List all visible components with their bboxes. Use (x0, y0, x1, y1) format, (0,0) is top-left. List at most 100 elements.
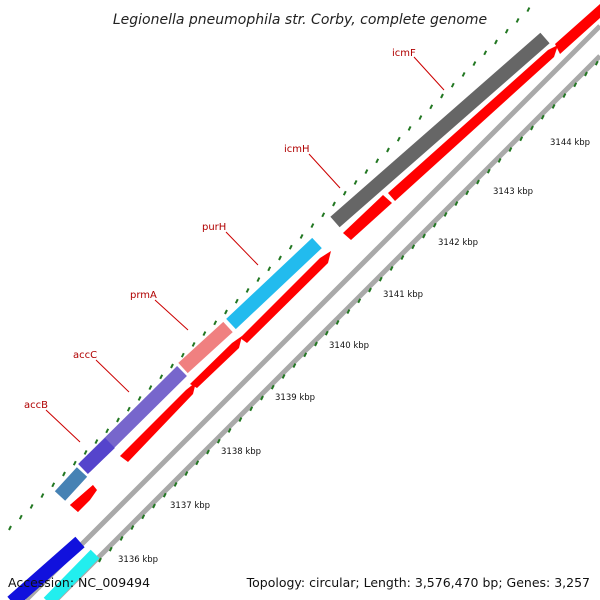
gene-label-prmA: prmA (130, 290, 157, 301)
outer-tick-dot (116, 417, 120, 423)
outer-tick-dot (148, 385, 153, 391)
outer-tick-dot (202, 331, 207, 337)
inner-tick-dot (130, 525, 135, 531)
inner-tick-dot (152, 503, 156, 509)
inner-tick-dot (594, 60, 599, 66)
leader-accC (95, 359, 130, 393)
inner-tick-dot (249, 406, 254, 412)
inner-tick-dot (551, 103, 556, 109)
gene-label-icmH: icmH (284, 144, 310, 155)
gene-bar-unlabeled-2 (7, 536, 85, 600)
outer-tick-dot (29, 503, 34, 509)
inner-tick-dot (389, 265, 394, 271)
outer-tick-dot (364, 169, 369, 175)
outer-tick-dot (332, 201, 336, 207)
tick-dots (8, 7, 599, 563)
gene-bar-purH (226, 237, 322, 330)
cds-arrow-5 (240, 251, 331, 343)
backbone-line-inner (24, 24, 600, 600)
inner-tick-dot (119, 535, 124, 541)
outer-tick-dot (407, 125, 412, 131)
inner-tick-dot (162, 492, 167, 498)
inner-tick-dot (497, 157, 502, 163)
inner-tick-dot (357, 298, 362, 304)
outer-tick-dot (342, 190, 347, 196)
tick-label-3138: 3138 kbp (221, 447, 261, 457)
leader-prmA (154, 299, 189, 331)
inner-tick-dot (411, 244, 416, 250)
inner-tick-dot (292, 363, 297, 369)
outer-tick-dot (126, 406, 131, 412)
inner-tick-dot (573, 82, 578, 88)
inner-tick-dot (281, 373, 286, 379)
inner-tick-dot (108, 546, 113, 552)
outer-tick-dot (375, 158, 380, 164)
gene-bar-unlabeled-3 (43, 549, 100, 600)
gene-bar-unlabeled-1 (54, 467, 88, 501)
inner-tick-dot (486, 168, 491, 174)
gene-label-accC: accC (73, 350, 97, 361)
inner-tick-dot (400, 255, 405, 261)
inner-tick-dot (216, 438, 221, 444)
outer-tick-dot (483, 50, 488, 56)
outer-tick-dot (288, 244, 293, 250)
inner-tick-dot (346, 309, 351, 315)
outer-tick-dot (461, 71, 466, 77)
accession-text: Accession: NC_009494 (8, 575, 151, 590)
cds-arrow-2 (70, 485, 93, 512)
tick-label-3137: 3137 kbp (170, 501, 210, 511)
cds-arrow-6 (343, 195, 392, 240)
outer-tick-dot (224, 309, 228, 315)
gene-label-purH: purH (202, 222, 226, 233)
outer-tick-dot (83, 449, 88, 455)
inner-tick-dot (270, 384, 275, 390)
forward-arrows (70, 4, 600, 512)
cds-arrow-4 (190, 336, 242, 388)
outer-tick-dot (8, 525, 12, 531)
outer-tick-dot (494, 39, 498, 45)
outer-tick-dot (299, 233, 304, 239)
gene-bar-icmF (330, 32, 550, 228)
outer-tick-dot (386, 147, 390, 153)
tick-label-3141: 3141 kbp (383, 290, 423, 300)
gene-labels: icmF icmH purH prmA accC accB (24, 48, 416, 411)
leader-purH (225, 231, 259, 266)
inner-tick-dot (378, 276, 383, 282)
tick-label-3143: 3143 kbp (493, 187, 533, 197)
outer-tick-dot (94, 439, 99, 445)
outer-tick-dot (62, 471, 66, 477)
gene-bar-accB (78, 437, 115, 475)
outer-tick-dot (472, 61, 477, 67)
inner-tick-dot (443, 211, 448, 217)
outer-tick-dot (159, 374, 164, 380)
inner-tick-dot (432, 222, 437, 228)
outer-tick-dot (137, 395, 142, 401)
inner-tick-dot (368, 287, 372, 293)
outer-tick-dot (310, 223, 315, 229)
inner-tick-dot (465, 190, 470, 196)
inner-tick-dot (454, 201, 459, 207)
inner-tick-dot (184, 471, 189, 477)
tick-label-3136: 3136 kbp (118, 555, 158, 565)
inner-tick-dot (173, 481, 178, 487)
outer-tick-dot (353, 179, 358, 185)
outer-tick-dot (267, 266, 272, 272)
gene-bar-prmA (178, 321, 233, 374)
inner-tick-dot (584, 71, 588, 77)
outer-tick-dot (396, 136, 401, 142)
inner-tick-dot (324, 330, 329, 336)
leader-icmH (308, 153, 341, 189)
outer-tick-dot (321, 212, 326, 218)
outer-tick-dot (180, 352, 185, 358)
outer-tick-dot (256, 277, 261, 283)
leader-accB (45, 409, 81, 443)
outer-tick-dot (278, 255, 282, 261)
map-title: Legionella pneumophila str. Corby, compl… (113, 12, 487, 28)
cds-arrow-8 (555, 4, 600, 54)
outer-tick-dot (170, 363, 174, 369)
inner-tick-dot (206, 449, 210, 455)
leader-icmF (413, 56, 445, 91)
topology-text: Topology: circular; Length: 3,576,470 bp… (246, 575, 590, 590)
inner-tick-dot (519, 136, 524, 142)
inner-tick-dot (98, 557, 102, 563)
